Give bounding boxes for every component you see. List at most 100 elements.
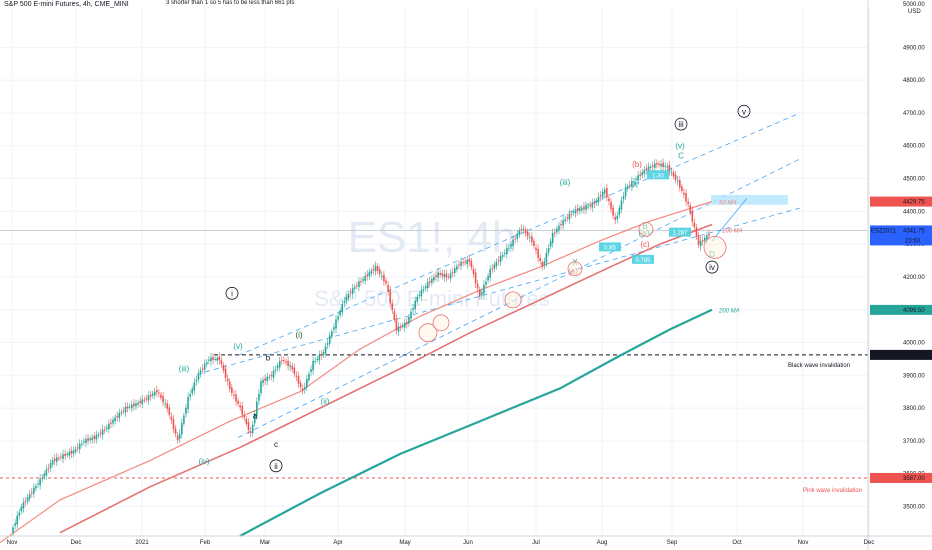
candle-body (543, 261, 546, 266)
pivot-highlight (703, 236, 727, 259)
candle-body (435, 275, 437, 277)
price-tick-label: 3900.00 (903, 373, 925, 379)
candle-body (364, 275, 366, 281)
candle-body (253, 413, 256, 424)
price-tick-label: 4800.00 (903, 78, 925, 84)
candle-body (508, 247, 510, 249)
candle-body (545, 252, 548, 263)
candle-body (339, 310, 341, 316)
candle-body (168, 407, 171, 416)
candle-body (12, 527, 14, 533)
candle-body (197, 373, 200, 380)
candle-body (137, 402, 139, 405)
candle-body (55, 457, 58, 462)
candle-body (43, 473, 46, 477)
candle-body (393, 311, 396, 321)
price-label-box (870, 349, 932, 360)
candle-body (153, 391, 156, 396)
candle-body (289, 365, 291, 367)
candle-body (216, 357, 219, 361)
time-tick-label: Nov (7, 540, 18, 546)
candle-body (97, 434, 100, 436)
candle-body (524, 229, 527, 234)
candle-body (478, 289, 481, 297)
candle-body (547, 248, 550, 253)
price-tick-label: 3700.00 (903, 439, 925, 445)
pivot-highlight (418, 323, 438, 343)
price-label-box (870, 472, 932, 483)
candle-body (389, 290, 391, 304)
candle-body (635, 178, 637, 180)
candle-body (249, 431, 252, 433)
candle-body (466, 259, 469, 265)
candle-body (574, 209, 577, 214)
candle-body (608, 198, 610, 202)
candle-body (439, 273, 441, 275)
price-tick-label: 4900.00 (903, 45, 925, 51)
ma-label: 100 MA (722, 228, 743, 234)
candle-body (295, 375, 298, 377)
candle-body (506, 247, 508, 255)
wave-label: (b) (632, 160, 642, 169)
candle-body (401, 325, 404, 327)
candle-body (301, 388, 304, 391)
candle-body (591, 202, 594, 208)
time-tick-label: Aug (597, 540, 608, 546)
candle-body (470, 260, 473, 268)
candle-body (35, 486, 37, 489)
channel-line (204, 207, 801, 373)
candle-body (643, 169, 646, 174)
candle-body (345, 296, 348, 301)
candle-body (251, 424, 254, 434)
candle-body (16, 515, 19, 525)
candle-body (606, 187, 608, 198)
candle-body (593, 202, 596, 205)
candle-body (570, 213, 573, 215)
candle-body (66, 453, 69, 456)
candle-body (501, 254, 504, 257)
candle-body (203, 363, 206, 370)
candle-body (326, 343, 329, 345)
candle-body (668, 164, 671, 172)
time-tick-label: Dec (864, 540, 875, 546)
candle-body (366, 274, 369, 277)
candle-body (433, 277, 435, 281)
candle-body (306, 378, 308, 388)
candle-body (235, 394, 237, 402)
candle-body (622, 196, 625, 200)
price-label-text: 4099.50 (903, 308, 925, 314)
candle-body (22, 502, 25, 509)
candle-body (226, 378, 229, 382)
candle-body (147, 395, 150, 401)
candle-body (453, 268, 456, 274)
wave-circle (705, 260, 719, 274)
candle-body (387, 284, 389, 292)
candle-body (620, 200, 623, 210)
candle-body (172, 419, 175, 430)
candle-body (410, 311, 412, 319)
candle-body (262, 379, 264, 383)
candle-body (670, 171, 673, 173)
candle-body (693, 222, 696, 228)
candle-body (597, 196, 600, 203)
candle-body (706, 235, 708, 240)
wave-label: (c) (640, 240, 650, 249)
candle-body (464, 261, 466, 263)
candle-body (93, 436, 96, 439)
candle-body (566, 217, 569, 219)
price-label-box (870, 196, 932, 207)
black-invalidation-label: Black wave invalidation (788, 363, 850, 369)
wave-label: (iii) (179, 365, 190, 374)
candle-body (228, 381, 231, 390)
candle-body (141, 399, 144, 404)
time-tick-label: Jun (463, 540, 473, 546)
candle-body (189, 394, 191, 397)
price-top-label: 5000.00 (903, 2, 925, 8)
candle-body (414, 300, 416, 309)
candle-body (660, 163, 662, 167)
price-tick-label: 3800.00 (903, 406, 925, 412)
candle-body (85, 438, 87, 444)
candle-body (156, 390, 158, 393)
candle-body (272, 370, 275, 378)
